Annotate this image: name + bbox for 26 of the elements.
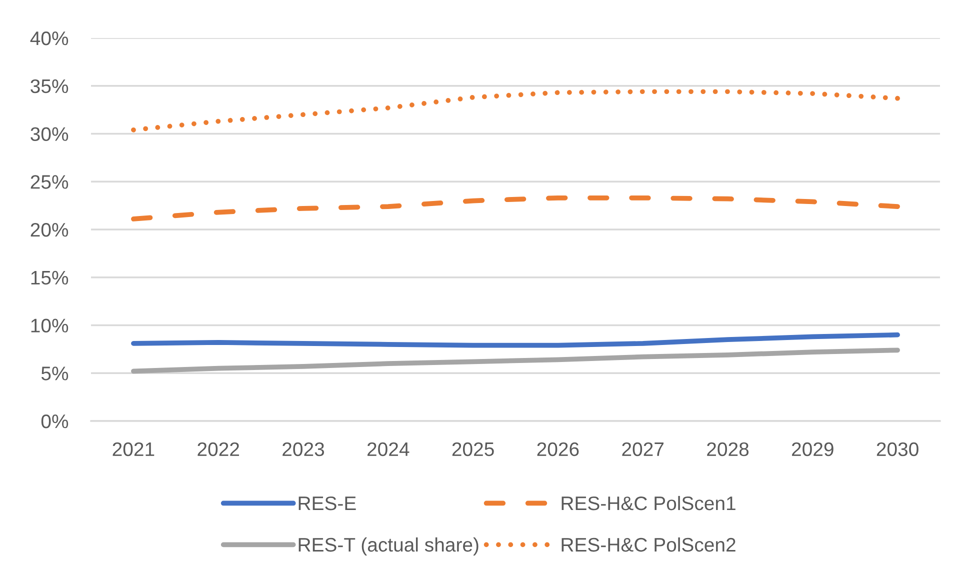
legend-label: RES-H&C PolScen2 xyxy=(562,537,736,552)
x-tick-label: 2030 xyxy=(876,442,918,456)
x-tick-label: 2028 xyxy=(707,442,749,456)
line-series xyxy=(131,332,900,348)
x-tick-label: 2022 xyxy=(198,442,240,456)
x-tick-label: 2026 xyxy=(537,442,579,456)
x-tick-label: 2029 xyxy=(792,442,834,456)
legend-label: RES-T (actual share) xyxy=(298,537,478,556)
y-tick-label: 35% xyxy=(30,79,68,94)
y-tick-label: 0% xyxy=(41,414,68,428)
y-tick-label: 10% xyxy=(31,318,68,332)
y-tick-label: 20% xyxy=(30,222,68,237)
line-series xyxy=(131,348,900,374)
y-tick-label: 40% xyxy=(30,31,68,46)
legend-label: RES-E xyxy=(298,496,356,510)
y-tick-label: 5% xyxy=(41,366,68,380)
line-series xyxy=(131,89,900,132)
y-tick-label: 30% xyxy=(30,127,68,141)
legend-label: RES-H&C PolScen1 xyxy=(562,496,736,510)
y-tick-label: 25% xyxy=(30,175,68,189)
x-tick-label: 2027 xyxy=(622,442,664,456)
x-tick-label: 2021 xyxy=(112,442,154,456)
x-tick-label: 2025 xyxy=(452,442,494,456)
y-tick-label: 15% xyxy=(31,270,68,285)
x-tick-label: 2023 xyxy=(282,442,324,456)
x-tick-label: 2024 xyxy=(368,442,410,456)
